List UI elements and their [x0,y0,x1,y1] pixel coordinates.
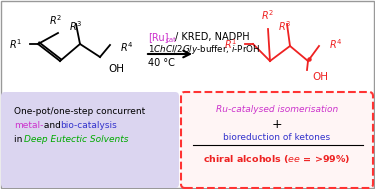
Text: Deep Eutectic Solvents: Deep Eutectic Solvents [24,135,129,143]
Text: and: and [41,121,64,129]
Text: / KRED, NADPH: / KRED, NADPH [175,32,250,42]
Text: cat: cat [166,36,177,43]
Text: bioreduction of ketones: bioreduction of ketones [224,132,331,142]
Text: in: in [14,135,25,143]
Text: metal-: metal- [14,121,44,129]
Text: $R^4$: $R^4$ [329,37,342,51]
Text: +: + [272,119,282,132]
Text: $R^3$: $R^3$ [69,19,82,33]
Text: OH: OH [312,72,328,82]
FancyBboxPatch shape [181,92,373,188]
Text: $R^2$: $R^2$ [261,8,274,22]
FancyBboxPatch shape [1,92,179,188]
Text: One-pot/one-step concurrent: One-pot/one-step concurrent [14,106,145,115]
Text: Ru-catalysed isomerisation: Ru-catalysed isomerisation [216,105,338,115]
Text: $R^2$: $R^2$ [50,13,63,27]
Text: 40 °C: 40 °C [148,58,175,68]
Text: bio-catalysis: bio-catalysis [60,121,117,129]
Text: $R^4$: $R^4$ [120,40,134,54]
Text: [Ru]: [Ru] [148,32,168,42]
Text: $R^1$: $R^1$ [9,37,22,51]
Text: OH: OH [108,64,124,74]
Text: $\mathit{1ChCl/2Gly}$-buffer, $\mathit{i}$-PrOH: $\mathit{1ChCl/2Gly}$-buffer, $\mathit{i… [148,43,260,57]
Text: $R^3$: $R^3$ [278,19,292,33]
Text: $R^1$: $R^1$ [224,37,237,51]
Text: chiral alcohols ($\mathit{ee}$ = >99%): chiral alcohols ($\mathit{ee}$ = >99%) [203,153,351,165]
